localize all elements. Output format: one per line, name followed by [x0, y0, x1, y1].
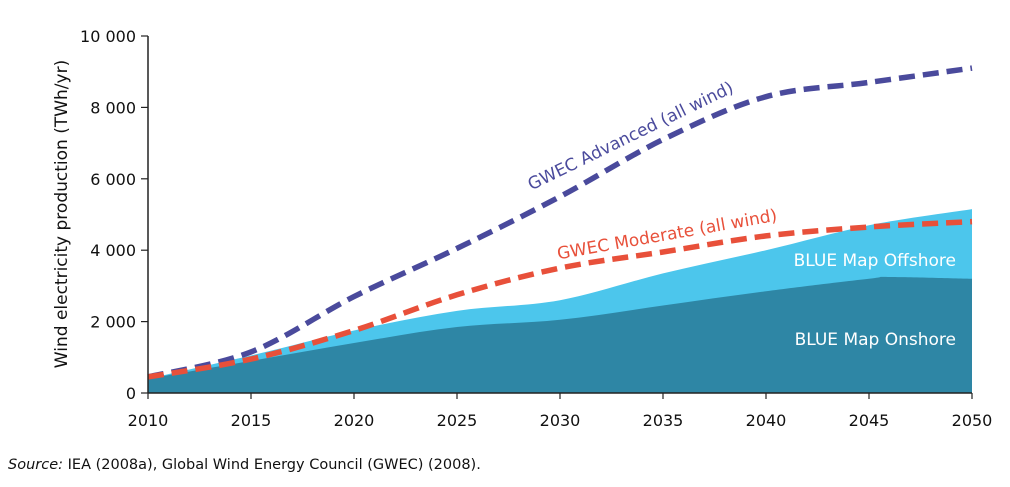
y-tick-label: 8 000 — [90, 98, 136, 117]
x-tick-label: 2045 — [849, 411, 890, 430]
ticks-layer: 2010 2015 2020 2025 2030 2035 2040 2045 2050 0 2 0… — [80, 27, 992, 430]
y-tick-label: 0 — [126, 384, 136, 403]
x-tick-label: 2015 — [231, 411, 272, 430]
y-tick-label: 2 000 — [90, 313, 136, 332]
series-label-gwec-advanced: GWEC Advanced (all wind) — [525, 78, 737, 195]
areas-layer — [148, 209, 972, 393]
chart: 2010 2015 2020 2025 2030 2035 2040 2045 2050 0 2 0… — [52, 27, 992, 430]
area-blue-map-onshore — [148, 276, 972, 393]
source-note: Source: IEA (2008a), Global Wind Energy … — [8, 457, 481, 473]
x-tick-label: 2030 — [540, 411, 581, 430]
x-tick-label: 2025 — [437, 411, 478, 430]
y-tick-label: 4 000 — [90, 241, 136, 260]
source-text: IEA (2008a), Global Wind Energy Council … — [63, 457, 481, 473]
series-label-blue-map-onshore: BLUE Map Onshore — [795, 330, 956, 350]
y-axis-title: Wind electricity production (TWh/yr) — [52, 60, 72, 368]
line-gwec-moderate-all-wind — [147, 218, 973, 380]
series-label-blue-map-offshore: BLUE Map Offshore — [794, 251, 956, 271]
source-prefix: Source: — [8, 457, 64, 473]
line-gwec-advanced-all-wind — [147, 65, 973, 380]
x-tick-label: 2050 — [952, 411, 993, 430]
x-tick-label: 2035 — [643, 411, 684, 430]
x-tick-label: 2040 — [746, 411, 787, 430]
y-tick-label: 6 000 — [90, 170, 136, 189]
x-tick-label: 2020 — [334, 411, 375, 430]
y-tick-label: 10 000 — [80, 27, 136, 46]
x-tick-label: 2010 — [128, 411, 169, 430]
lines-layer — [147, 65, 973, 380]
